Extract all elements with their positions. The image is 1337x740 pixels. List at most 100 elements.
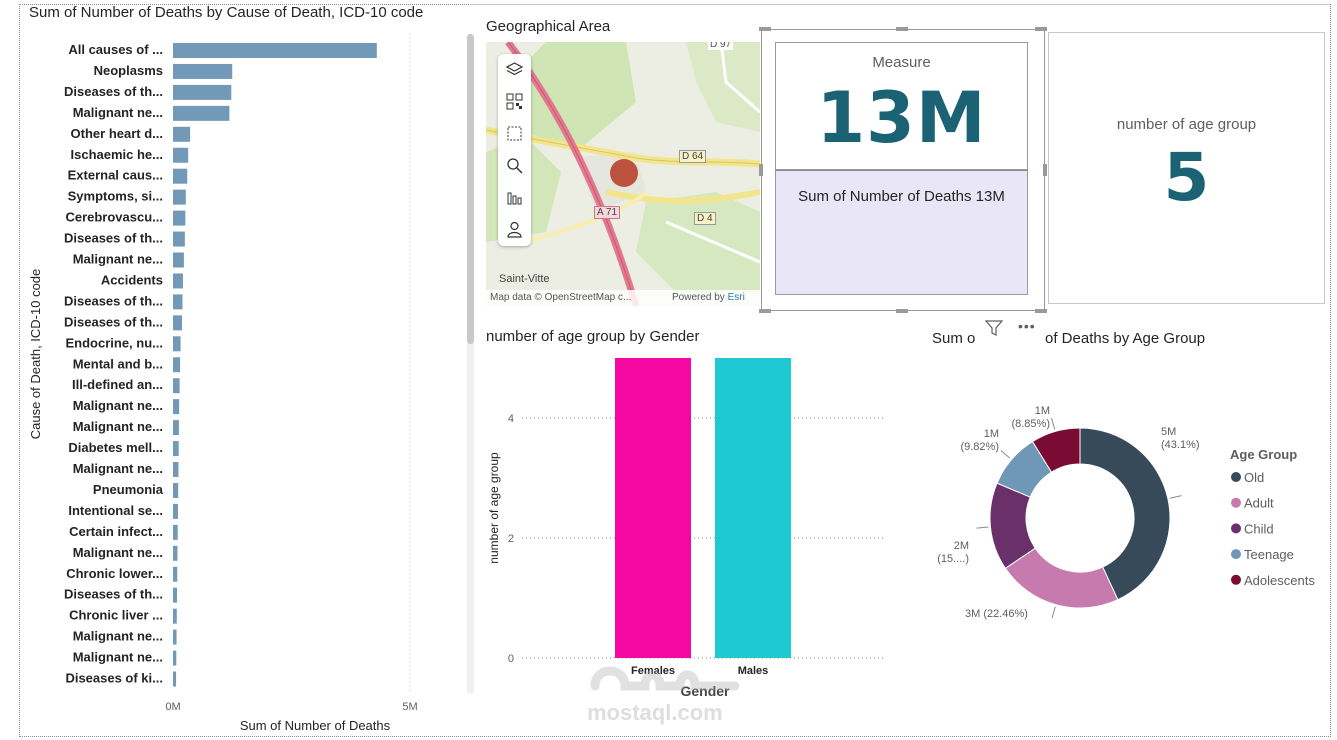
bar[interactable] xyxy=(173,608,177,624)
bar[interactable] xyxy=(173,147,189,163)
x-axis-title: Gender xyxy=(680,683,730,699)
bar[interactable] xyxy=(173,126,191,142)
age-group-donut-chart[interactable]: Sum o of Deaths by Age Group 5M(43.1%) 3M (… xyxy=(925,325,1330,635)
bar[interactable] xyxy=(173,357,181,373)
resize-handle[interactable] xyxy=(759,309,771,313)
donut-slice[interactable] xyxy=(1031,427,1081,473)
category-label: Mental and b... xyxy=(73,356,163,371)
legend-item[interactable]: Old xyxy=(1244,470,1264,485)
data-label-percent: (9.82%) xyxy=(960,441,999,453)
more-options-icon[interactable]: ••• xyxy=(1018,318,1036,334)
bar[interactable] xyxy=(173,524,178,540)
bar[interactable] xyxy=(173,545,178,561)
gender-bar-chart[interactable]: number of age group by Gender 0 2 4 Females M… xyxy=(482,330,902,710)
bar[interactable] xyxy=(173,63,233,79)
cause-of-death-bar-chart[interactable]: All causes of ... Neoplasms Diseases of th… xyxy=(22,24,467,738)
map-label-a71: A 71 xyxy=(594,206,621,219)
bar[interactable] xyxy=(173,441,179,457)
bar[interactable] xyxy=(173,231,185,247)
donut-slice[interactable] xyxy=(1079,427,1171,601)
resize-handle[interactable] xyxy=(1035,27,1047,31)
legend-item[interactable]: Adolescents xyxy=(1244,573,1315,588)
bar[interactable] xyxy=(173,252,184,268)
bar[interactable] xyxy=(173,84,232,100)
qr-select-icon[interactable] xyxy=(505,92,524,111)
resize-handle[interactable] xyxy=(759,27,771,31)
category-label: Diseases of th... xyxy=(64,314,163,329)
layers-icon[interactable] xyxy=(505,61,524,80)
category-label: Symptoms, si... xyxy=(68,189,163,204)
leader-line xyxy=(1169,495,1182,499)
map-label-saint-vitte: Saint-Vitte xyxy=(499,273,550,285)
bar[interactable] xyxy=(173,629,177,645)
category-label: Malignant ne... xyxy=(73,650,163,665)
sum-deaths-card[interactable]: Sum of Number of Deaths 13M xyxy=(775,170,1028,295)
measure-card-value: 13M xyxy=(816,77,987,159)
rect-select-icon[interactable] xyxy=(505,124,524,143)
legend-item[interactable]: Adult xyxy=(1244,496,1274,511)
legend-item[interactable]: Teenage xyxy=(1244,547,1294,562)
category-label: Diseases of th... xyxy=(64,231,163,246)
bar[interactable] xyxy=(173,399,180,415)
scrollbar-thumb[interactable] xyxy=(467,34,474,344)
category-label: All causes of ... xyxy=(68,42,163,57)
resize-handle[interactable] xyxy=(896,309,908,313)
bar[interactable] xyxy=(173,462,179,477)
resize-handle[interactable] xyxy=(1035,309,1047,313)
search-icon[interactable] xyxy=(505,156,524,175)
map-label-d97: D 97 xyxy=(708,42,734,50)
bar-chart-scrollbar[interactable] xyxy=(467,34,474,694)
measure-card[interactable]: Measure 13M xyxy=(775,42,1028,170)
map-title: Geographical Area xyxy=(486,18,611,35)
y-axis-title: Cause of Death, ICD-10 code xyxy=(28,269,43,440)
gender-bar[interactable] xyxy=(615,358,691,658)
top-divider xyxy=(470,4,1330,5)
resize-handle[interactable] xyxy=(1043,164,1047,176)
bar[interactable] xyxy=(173,336,181,352)
bar[interactable] xyxy=(173,671,177,687)
bar[interactable] xyxy=(173,378,180,394)
map-label-d4: D 4 xyxy=(694,212,716,225)
bar[interactable] xyxy=(173,43,377,58)
bar[interactable] xyxy=(173,210,186,226)
map-canvas[interactable]: D 97 D 64 A 71 D 4 Saint-Vitte xyxy=(486,42,760,306)
category-label: Chronic lower... xyxy=(66,566,163,581)
resize-handle[interactable] xyxy=(896,27,908,31)
bar[interactable] xyxy=(173,294,183,310)
bar[interactable] xyxy=(173,420,179,436)
data-label-percent: (8.85%) xyxy=(1011,418,1050,430)
bar[interactable] xyxy=(173,315,183,331)
bar[interactable] xyxy=(173,168,188,184)
bar[interactable] xyxy=(173,189,186,205)
resize-handle[interactable] xyxy=(759,164,763,176)
map-powered-by: Powered by Esri xyxy=(672,290,745,306)
map-bubble[interactable] xyxy=(610,159,638,187)
filter-icon[interactable] xyxy=(985,319,1003,337)
data-label: 5M xyxy=(1161,426,1176,438)
legend-marker xyxy=(1231,472,1241,482)
bar-filter-icon[interactable] xyxy=(505,188,524,207)
bar[interactable] xyxy=(173,650,177,666)
bar[interactable] xyxy=(173,587,178,603)
user-location-icon[interactable] xyxy=(505,220,524,239)
category-label: Endocrine, nu... xyxy=(65,335,163,350)
gender-bar[interactable] xyxy=(715,358,791,658)
x-tick-label: 0M xyxy=(165,701,180,713)
x-tick-label: 5M xyxy=(402,701,417,713)
bar[interactable] xyxy=(173,482,179,498)
y-axis-title: number of age group xyxy=(487,452,501,564)
bar[interactable] xyxy=(173,105,230,121)
bar[interactable] xyxy=(173,566,178,582)
data-label: 3M (22.46%) xyxy=(965,608,1028,620)
bar[interactable] xyxy=(173,273,183,289)
data-label: 2M xyxy=(954,540,969,552)
bar[interactable] xyxy=(173,503,178,519)
category-label: Accidents xyxy=(101,272,163,287)
leader-line xyxy=(1000,450,1011,459)
category-label: Diseases of th... xyxy=(64,84,163,99)
legend-marker xyxy=(1231,574,1241,585)
esri-link[interactable]: Esri xyxy=(727,292,745,303)
legend-item[interactable]: Child xyxy=(1244,521,1274,536)
age-group-card[interactable]: number of age group 5 xyxy=(1048,32,1325,304)
category-label: Malignant ne... xyxy=(73,105,163,120)
